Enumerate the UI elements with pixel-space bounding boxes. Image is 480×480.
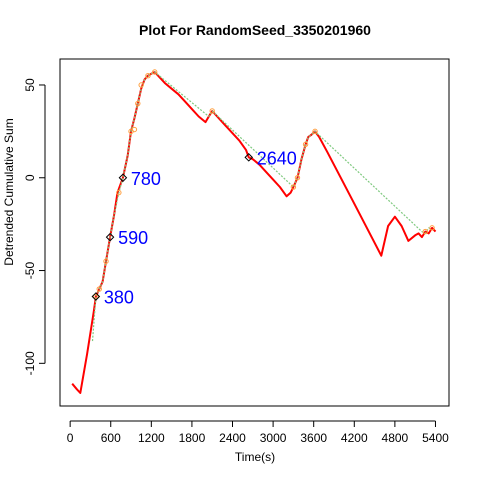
marker-diamond bbox=[91, 292, 101, 301]
chart-title: Plot For RandomSeed_3350201960 bbox=[139, 22, 371, 38]
orange-point bbox=[131, 126, 138, 133]
orange-point bbox=[93, 293, 99, 300]
orange-point bbox=[145, 73, 151, 79]
plot-frame bbox=[59, 58, 450, 407]
x-tick-label: 3600 bbox=[300, 431, 327, 445]
y-tick-label: 50 bbox=[23, 78, 37, 92]
marker-label: 590 bbox=[118, 228, 148, 248]
marker-diamond bbox=[105, 232, 115, 242]
x-tick-label: 4200 bbox=[341, 431, 368, 445]
marker-diamond bbox=[244, 153, 254, 162]
orange-point bbox=[302, 141, 309, 148]
y-tick-label: 0 bbox=[23, 174, 37, 181]
marker-layer: 380 590 780 2640 bbox=[91, 148, 297, 308]
orange-point bbox=[152, 69, 158, 75]
x-tick-label: 3000 bbox=[260, 431, 287, 445]
marker-label: 380 bbox=[104, 288, 134, 308]
orange-point bbox=[135, 100, 141, 107]
marker-label: 2640 bbox=[257, 148, 297, 168]
marker-label: 780 bbox=[131, 169, 161, 189]
orange-point bbox=[422, 228, 429, 235]
y-axis-label: Detrended Cumulative Sum bbox=[2, 118, 16, 265]
y-tick-label: -50 bbox=[23, 262, 37, 280]
orange-point bbox=[116, 189, 122, 196]
x-tick-label: 600 bbox=[101, 431, 121, 445]
marker-diamond bbox=[118, 173, 128, 183]
x-tick-label: 1800 bbox=[179, 431, 206, 445]
series-line-red bbox=[71, 71, 437, 394]
x-axis-label: Time(s) bbox=[235, 450, 275, 464]
orange-point bbox=[294, 175, 301, 181]
x-tick-label: 4800 bbox=[382, 431, 409, 445]
orange-point bbox=[312, 128, 318, 135]
x-tick-label: 0 bbox=[67, 431, 74, 445]
orange-point bbox=[138, 82, 144, 88]
series-line-green bbox=[91, 71, 433, 342]
y-tick-label: -100 bbox=[23, 351, 37, 375]
series-layer bbox=[71, 69, 437, 394]
orange-point bbox=[103, 258, 109, 264]
orange-point bbox=[290, 184, 297, 190]
x-tick-label: 5400 bbox=[422, 431, 449, 445]
x-tick-label: 2400 bbox=[219, 431, 246, 445]
x-tick-label: 1200 bbox=[138, 431, 165, 445]
orange-point bbox=[209, 108, 215, 114]
axes-layer: 0 600 1200 1800 2400 3000 3600 4200 4800 5400 -100… bbox=[23, 78, 449, 445]
orange-point bbox=[96, 286, 102, 292]
orange-point bbox=[429, 225, 435, 231]
